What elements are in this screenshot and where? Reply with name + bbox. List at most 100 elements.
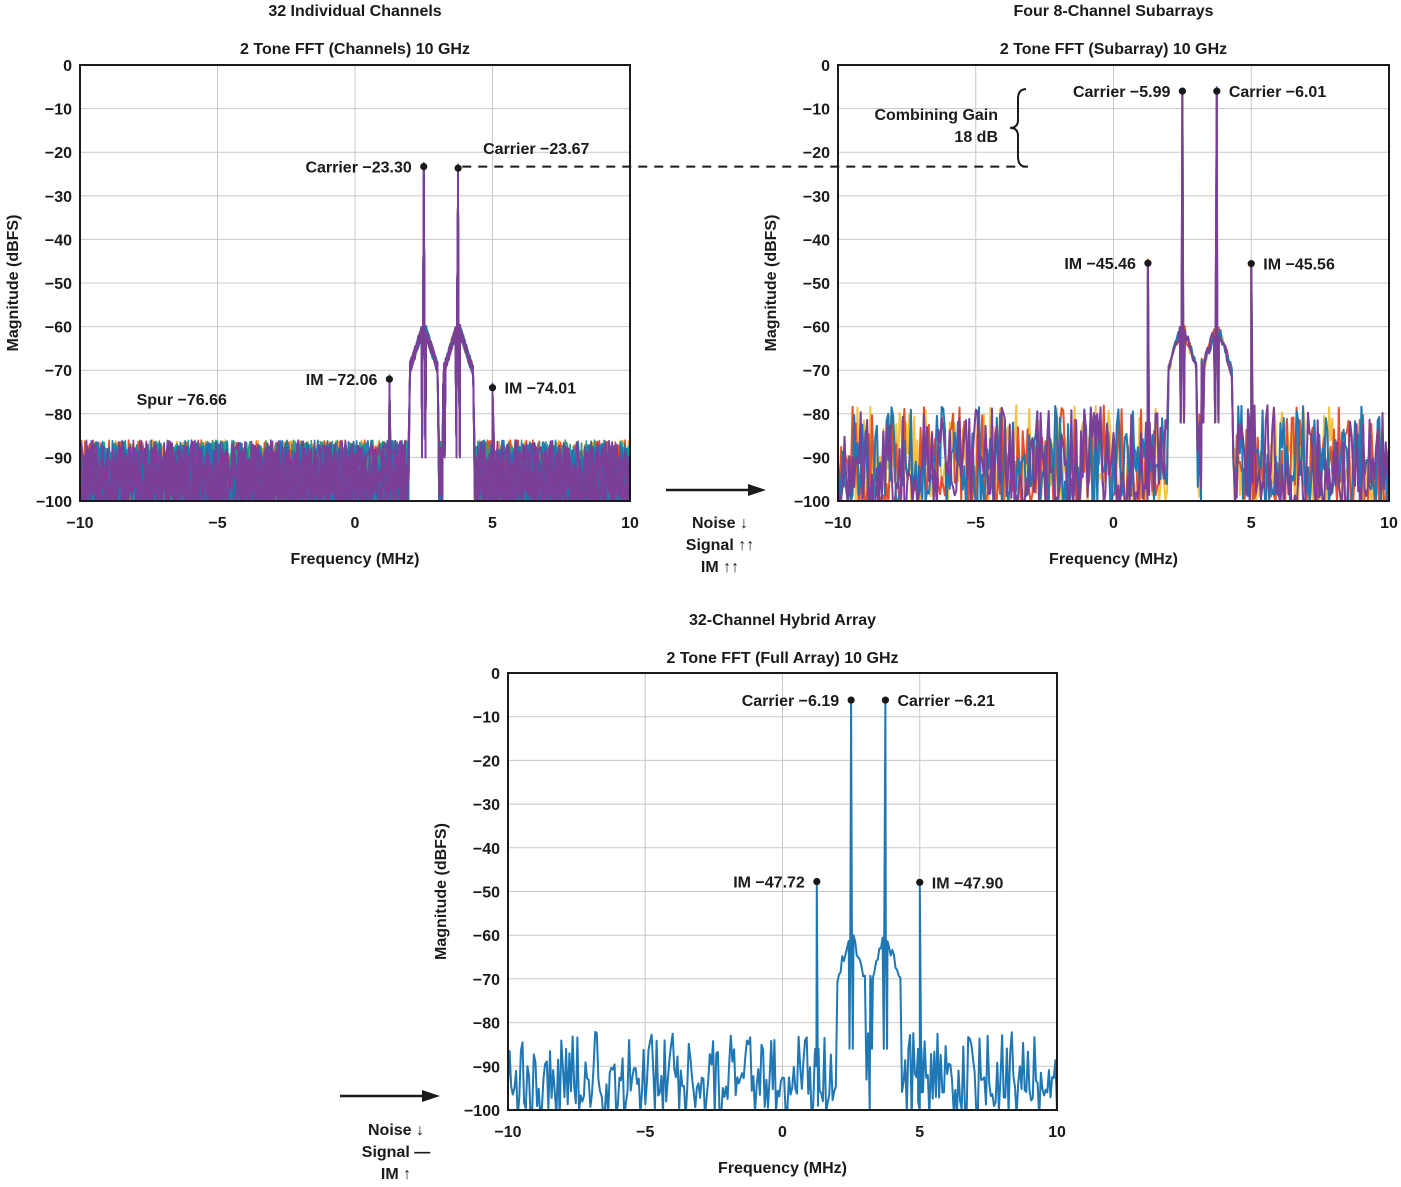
y-axis-label: Magnitude (dBFS): [5, 215, 22, 352]
y-tick-label: −100: [464, 1103, 500, 1120]
y-tick-label: −30: [45, 189, 72, 206]
y-tick-label: −10: [803, 102, 830, 119]
x-tick-label: 0: [351, 515, 360, 532]
x-tick-label: 5: [488, 515, 497, 532]
y-tick-label: −90: [473, 1059, 500, 1076]
y-tick-label: −80: [473, 1016, 500, 1033]
y-tick-label: −60: [45, 320, 72, 337]
peak-annotation: IM −74.01: [505, 381, 577, 398]
chart-title: 2 Tone FFT (Full Array) 10 GHz: [666, 650, 898, 667]
peak-marker: [385, 375, 393, 383]
x-tick-label: 10: [621, 515, 639, 532]
peak-marker: [1213, 87, 1221, 95]
plot-frame: [837, 64, 1390, 502]
y-tick-label: −70: [473, 972, 500, 989]
x-axis-label: Frequency (MHz): [1049, 551, 1178, 568]
x-tick-label: −10: [824, 515, 851, 532]
y-tick-label: −50: [803, 276, 830, 293]
x-tick-label: 5: [1247, 515, 1256, 532]
x-tick-label: −10: [494, 1124, 521, 1141]
chart-channels: 32 Individual Channels 2 Tone FFT (Channe…: [5, 3, 639, 568]
series-line: [508, 696, 1057, 1110]
peak-annotation: Carrier −23.67: [483, 141, 589, 158]
peak-marker: [1247, 260, 1255, 268]
y-tick-label: 0: [821, 58, 830, 75]
x-tick-label: 0: [1109, 515, 1118, 532]
transition-note: Signal —: [362, 1144, 430, 1161]
y-tick-label: −60: [803, 320, 830, 337]
chart-heading: 32 Individual Channels: [268, 3, 441, 20]
transition-note: IM ↑: [381, 1166, 411, 1183]
series-line: [80, 162, 630, 501]
y-tick-label: −10: [45, 102, 72, 119]
series-line: [838, 88, 1389, 501]
y-tick-label: −70: [45, 363, 72, 380]
combining-gain-brace: [1009, 88, 1027, 168]
peak-annotation: IM −72.06: [306, 372, 378, 389]
series-line: [838, 86, 1389, 501]
transition-note: Noise ↓: [368, 1122, 424, 1139]
peak-marker: [1178, 87, 1186, 95]
traces: [838, 86, 1389, 501]
peak-marker: [420, 162, 428, 171]
y-tick-label: −90: [803, 450, 830, 467]
x-tick-label: 10: [1048, 1124, 1066, 1141]
peak-marker: [1144, 259, 1152, 267]
peak-marker: [488, 384, 497, 392]
y-tick-label: −60: [473, 928, 500, 945]
y-tick-label: −50: [473, 885, 500, 902]
peak-annotation: Carrier −6.21: [897, 693, 995, 710]
y-tick-label: −80: [45, 407, 72, 424]
y-tick-label: −100: [794, 494, 830, 511]
y-axis-label: Magnitude (dBFS): [433, 823, 450, 960]
peak-annotation: Carrier −6.19: [742, 693, 840, 710]
x-tick-label: 5: [915, 1124, 924, 1141]
y-tick-label: −30: [473, 797, 500, 814]
x-tick-label: −5: [967, 515, 985, 532]
y-tick-label: −30: [803, 189, 830, 206]
y-tick-label: −100: [36, 494, 72, 511]
transition-note: IM ↑↑: [701, 559, 739, 576]
x-tick-label: −10: [66, 515, 93, 532]
y-tick-label: −70: [803, 363, 830, 380]
chart-full: 32-Channel Hybrid Array 2 Tone FFT (Full …: [433, 612, 1066, 1177]
peak-marker: [916, 878, 924, 886]
x-axis-label: Frequency (MHz): [718, 1160, 847, 1177]
chart-subarray: Four 8-Channel Subarrays 2 Tone FFT (Suba…: [763, 3, 1398, 568]
y-tick-label: −20: [45, 145, 72, 162]
y-tick-label: −40: [803, 232, 830, 249]
peak-marker: [881, 696, 890, 704]
transition-arrow-1-head: [748, 484, 766, 496]
y-tick-label: −20: [803, 145, 830, 162]
peak-marker: [454, 164, 462, 172]
transition-note: Noise ↓: [692, 515, 748, 532]
y-tick-label: −50: [45, 276, 72, 293]
chart-title: 2 Tone FFT (Subarray) 10 GHz: [1000, 41, 1227, 58]
y-tick-label: −40: [45, 232, 72, 249]
plot-frame: [507, 672, 1058, 1111]
x-tick-label: −5: [208, 515, 226, 532]
combining-gain-value: 18 dB: [954, 129, 998, 146]
x-axis-label: Frequency (MHz): [291, 551, 420, 568]
combining-gain-label: Combining Gain: [874, 107, 998, 124]
x-tick-label: 0: [778, 1124, 787, 1141]
spur-annotation: Spur −76.66: [137, 392, 227, 409]
chart-heading: Four 8-Channel Subarrays: [1013, 3, 1213, 20]
peak-annotation: Carrier −5.99: [1073, 84, 1171, 101]
transition-arrow-2-head: [422, 1090, 440, 1102]
peak-annotation: Carrier −6.01: [1229, 84, 1327, 101]
y-tick-label: 0: [491, 666, 500, 683]
y-tick-label: −20: [473, 753, 500, 770]
y-tick-label: −40: [473, 841, 500, 858]
peak-annotation: IM −47.72: [733, 875, 805, 892]
peak-annotation: IM −45.56: [1263, 257, 1335, 274]
peak-marker: [813, 877, 821, 886]
x-tick-label: 10: [1380, 515, 1398, 532]
y-tick-label: −10: [473, 710, 500, 727]
peak-annotation: IM −45.46: [1064, 256, 1136, 273]
y-tick-label: 0: [63, 58, 72, 75]
x-tick-label: −5: [636, 1124, 654, 1141]
traces: [80, 161, 630, 501]
y-tick-label: −90: [45, 450, 72, 467]
